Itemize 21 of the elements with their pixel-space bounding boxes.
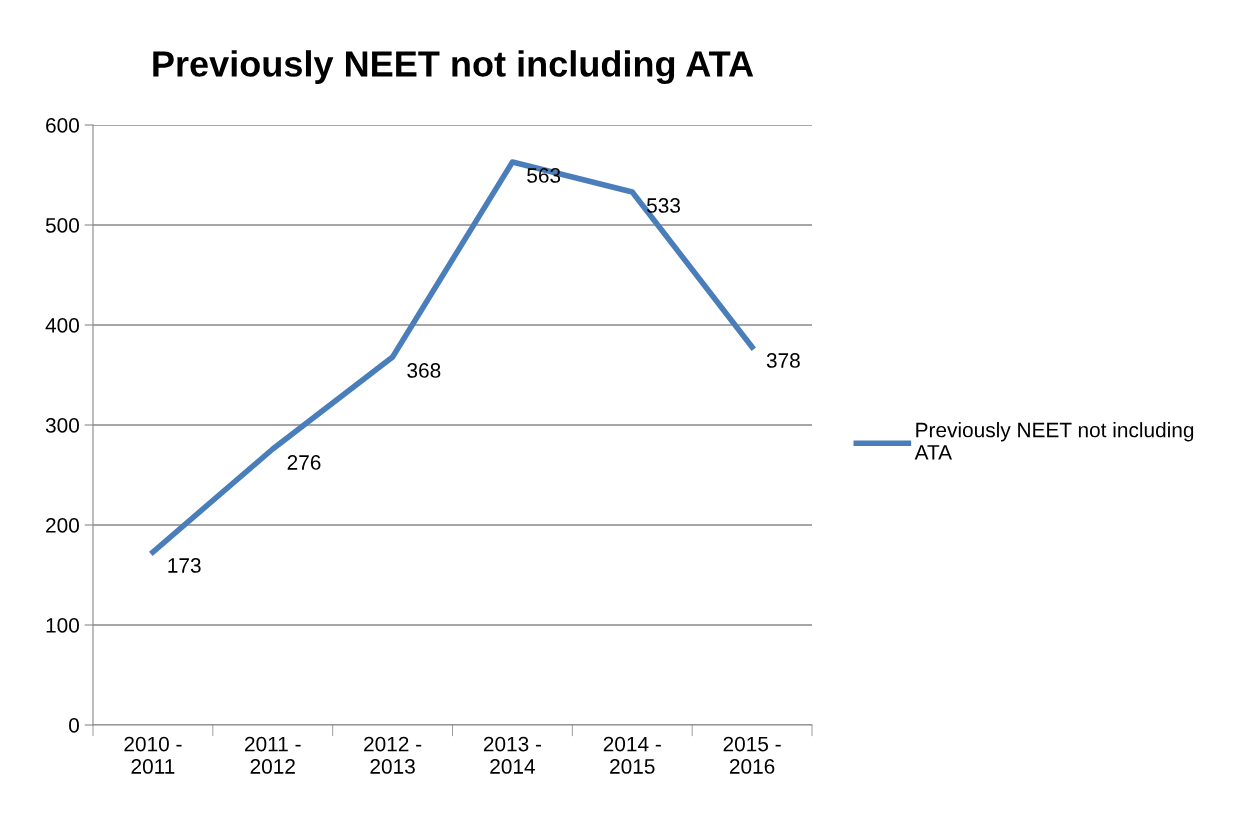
x-tick-label: 2010 - 2011 (124, 736, 182, 774)
x-tick-label: 2015 - 2016 (723, 736, 781, 774)
y-tick-label: 600 (46, 118, 79, 133)
x-tick-label: 2014 - 2015 (603, 736, 661, 774)
legend-label: Previously NEET not including ATA (914, 422, 1194, 460)
x-tick-label: 2013 - 2014 (483, 736, 542, 774)
y-tick-label: 0 (69, 718, 79, 733)
chart-title: Previously NEET not including ATA (153, 50, 754, 85)
x-tick-label: 2012 - 2013 (364, 736, 422, 774)
y-tick-label: 300 (45, 418, 79, 433)
data-label: 378 (766, 353, 800, 368)
data-label: 563 (527, 168, 561, 183)
y-tick-label: 500 (45, 218, 79, 233)
data-label: 368 (407, 363, 441, 378)
x-tick-label: 2011 - 2012 (245, 736, 301, 774)
y-tick-label: 400 (45, 318, 79, 333)
data-label: 533 (646, 198, 680, 213)
data-label: 276 (287, 455, 321, 470)
data-label: 173 (168, 558, 201, 573)
y-tick-label: 100 (46, 618, 79, 633)
y-tick-label: 200 (46, 518, 79, 533)
